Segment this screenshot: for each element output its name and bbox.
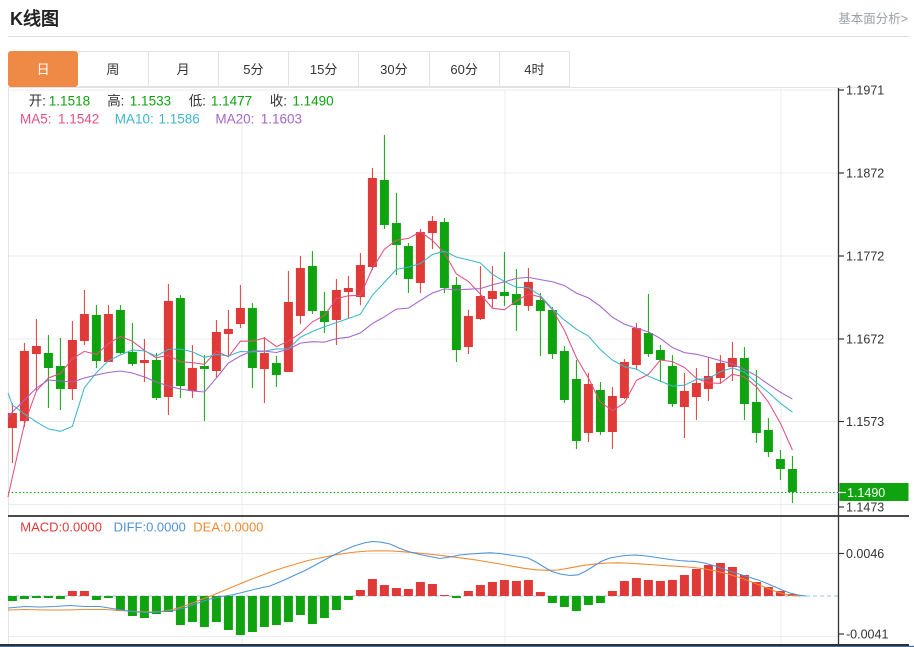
svg-text:-0.0041: -0.0041 — [846, 627, 888, 641]
svg-text:1.1672: 1.1672 — [846, 332, 884, 346]
svg-text:1.1473: 1.1473 — [846, 500, 884, 514]
svg-text:0.0046: 0.0046 — [846, 547, 884, 561]
svg-text:1.1772: 1.1772 — [846, 249, 884, 263]
svg-text:1.1971: 1.1971 — [846, 83, 884, 97]
svg-text:1.1573: 1.1573 — [846, 415, 884, 429]
svg-text:1.1872: 1.1872 — [846, 166, 884, 180]
svg-text:1.1490: 1.1490 — [847, 486, 885, 500]
